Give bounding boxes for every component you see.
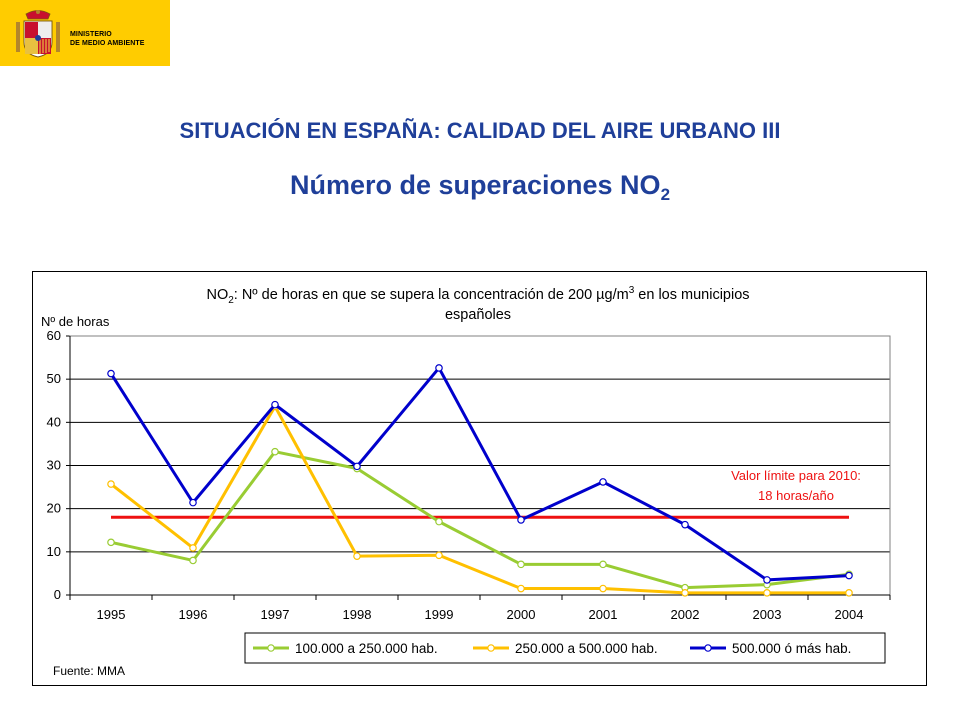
series-line — [109, 366, 850, 582]
legend-label: 100.000 a 250.000 hab. — [295, 641, 438, 656]
no2-chart: NO2: Nº de horas en que se supera la con… — [41, 285, 891, 678]
limit-label-line1: Valor límite para 2010: — [731, 468, 861, 483]
data-point — [271, 447, 279, 456]
x-tick-label: 1998 — [343, 607, 372, 622]
data-point — [681, 589, 689, 597]
chart-frame: NO2: Nº de horas en que se supera la con… — [32, 271, 927, 686]
legend-swatch-marker — [267, 644, 275, 652]
y-tick-label: 60 — [47, 328, 61, 343]
x-tick-label: 2000 — [507, 607, 536, 622]
data-point — [599, 560, 607, 569]
legend-swatch-marker — [487, 644, 495, 652]
data-point — [845, 589, 853, 597]
series-line — [110, 404, 849, 595]
data-point — [189, 556, 197, 565]
chart-title-mid: : Nº de horas en que se supera la concen… — [234, 287, 629, 303]
data-point — [845, 571, 853, 580]
data-point — [763, 589, 771, 597]
y-tick-label: 20 — [47, 501, 61, 516]
subtitle-subscript: 2 — [660, 185, 671, 204]
data-point — [599, 584, 607, 593]
data-point — [681, 520, 689, 529]
data-point — [353, 462, 361, 471]
data-point — [271, 400, 279, 409]
y-tick-label: 50 — [47, 371, 61, 386]
legend-box — [244, 632, 886, 664]
data-point — [517, 584, 525, 593]
x-tick-label: 1999 — [425, 607, 454, 622]
data-point — [517, 516, 525, 524]
data-point — [763, 576, 771, 584]
y-tick-label: 30 — [47, 458, 61, 473]
x-tick-label: 2002 — [671, 607, 700, 622]
limit-label-line2: 18 horas/año — [758, 488, 834, 503]
data-point — [599, 478, 607, 486]
y-tick-label: 10 — [47, 544, 61, 559]
series-line — [110, 450, 850, 590]
x-tick-label: 1997 — [261, 607, 290, 622]
legend-label: 500.000 ó más hab. — [732, 641, 851, 656]
data-point — [189, 544, 197, 552]
data-point — [435, 551, 443, 560]
x-tick-label: 2001 — [589, 607, 618, 622]
y-tick-label: 0 — [54, 587, 61, 602]
chart-title-superscript: 3 — [629, 285, 635, 296]
data-point — [189, 498, 197, 507]
chart-title-prefix: NO — [206, 287, 228, 303]
plot-area: 0 10 20 30 40 50 60 1995 1996 1997 1998 1999 2000 200… — [47, 328, 891, 664]
chart-title-line1: NO2: Nº de horas en que se supera la con… — [206, 285, 749, 306]
data-point — [517, 560, 525, 569]
data-point — [107, 369, 115, 378]
chart-title-subscript: 2 — [228, 295, 234, 306]
y-tick-label: 40 — [47, 414, 61, 429]
data-point — [107, 480, 115, 488]
data-point — [435, 517, 443, 526]
page-subtitle: Número de superaciones NO2 — [0, 170, 960, 205]
data-point — [435, 364, 443, 372]
coat-of-arms-icon — [16, 10, 60, 58]
x-tick-label: 1995 — [97, 607, 126, 622]
chart-title-line2: españoles — [445, 307, 511, 323]
source-note: Fuente: MMA — [53, 664, 125, 678]
x-tick-label: 2004 — [835, 607, 864, 622]
subtitle-main: Número de superaciones NO — [289, 170, 661, 200]
page-title: SITUACIÓN EN ESPAÑA: CALIDAD DEL AIRE UR… — [179, 118, 781, 143]
data-point — [353, 552, 361, 560]
ministry-logo: MINISTERIO DE MEDIO AMBIENTE — [0, 0, 170, 66]
legend-swatch-marker — [704, 644, 712, 652]
x-tick-label: 1996 — [179, 607, 208, 622]
legend-label: 250.000 a 500.000 hab. — [515, 641, 658, 656]
chart-title-end: en los municipios — [634, 287, 749, 303]
y-axis-label: Nº de horas — [41, 314, 110, 329]
ministry-name: MINISTERIO DE MEDIO AMBIENTE — [70, 30, 145, 48]
x-tick-label: 2003 — [753, 607, 782, 622]
ministry-line1: MINISTERIO — [70, 31, 112, 38]
ministry-line2: DE MEDIO AMBIENTE — [70, 40, 145, 47]
data-point — [107, 538, 115, 547]
